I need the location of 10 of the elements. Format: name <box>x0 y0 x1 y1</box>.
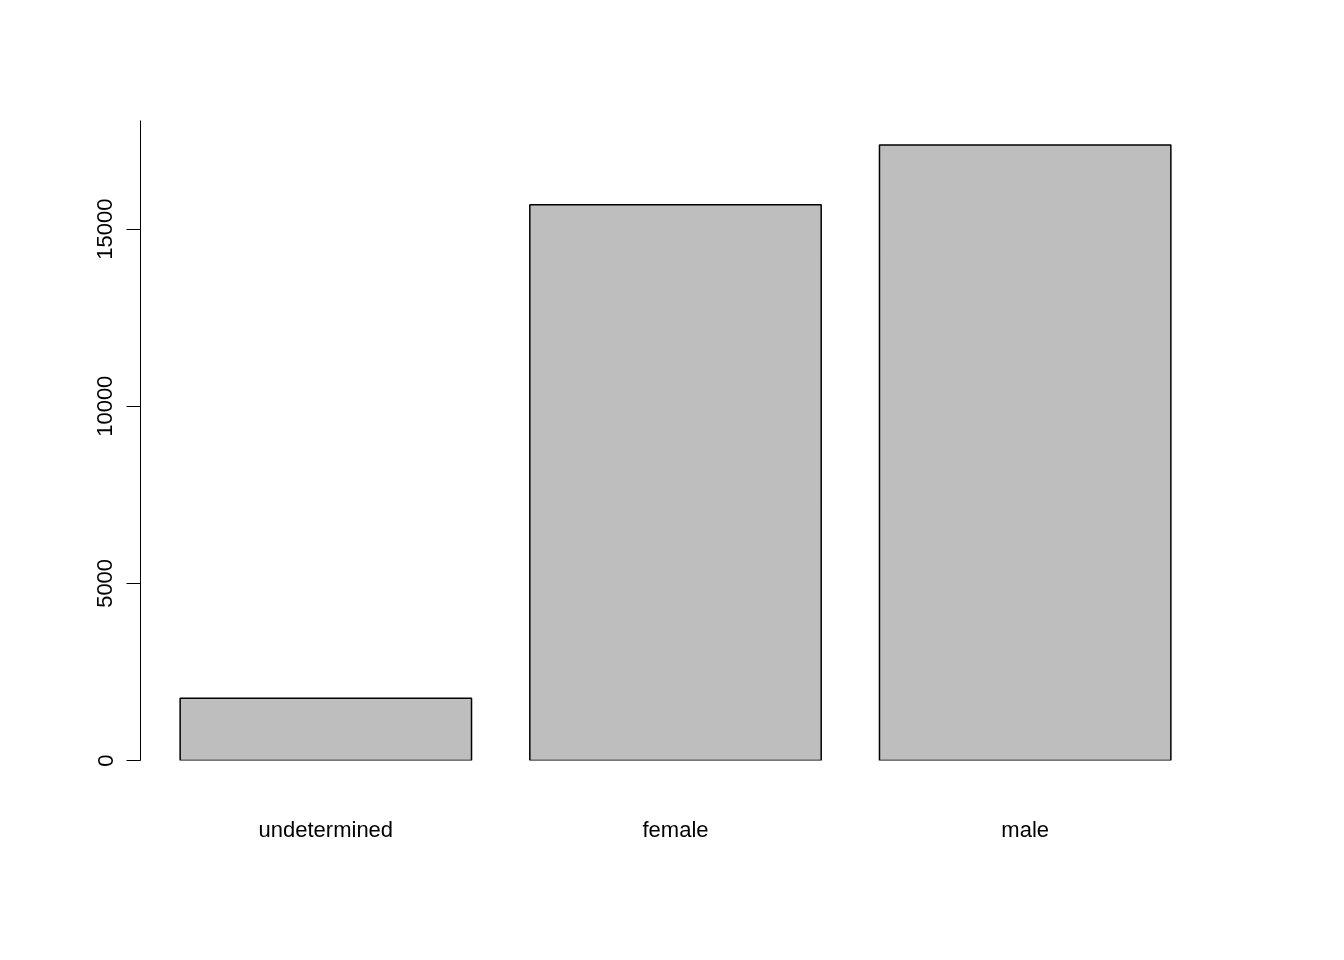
x-tick-label: undetermined <box>258 816 394 842</box>
y-tick-label: 0 <box>92 754 118 767</box>
bar <box>878 144 1172 761</box>
bar <box>529 203 822 761</box>
y-tick-label: 15000 <box>92 198 118 260</box>
x-tick-label: female <box>642 816 709 842</box>
y-tick-label: 5000 <box>92 558 118 608</box>
bar <box>179 697 473 761</box>
y-tick-label: 10000 <box>92 375 118 437</box>
x-tick-label: male <box>1001 816 1050 842</box>
